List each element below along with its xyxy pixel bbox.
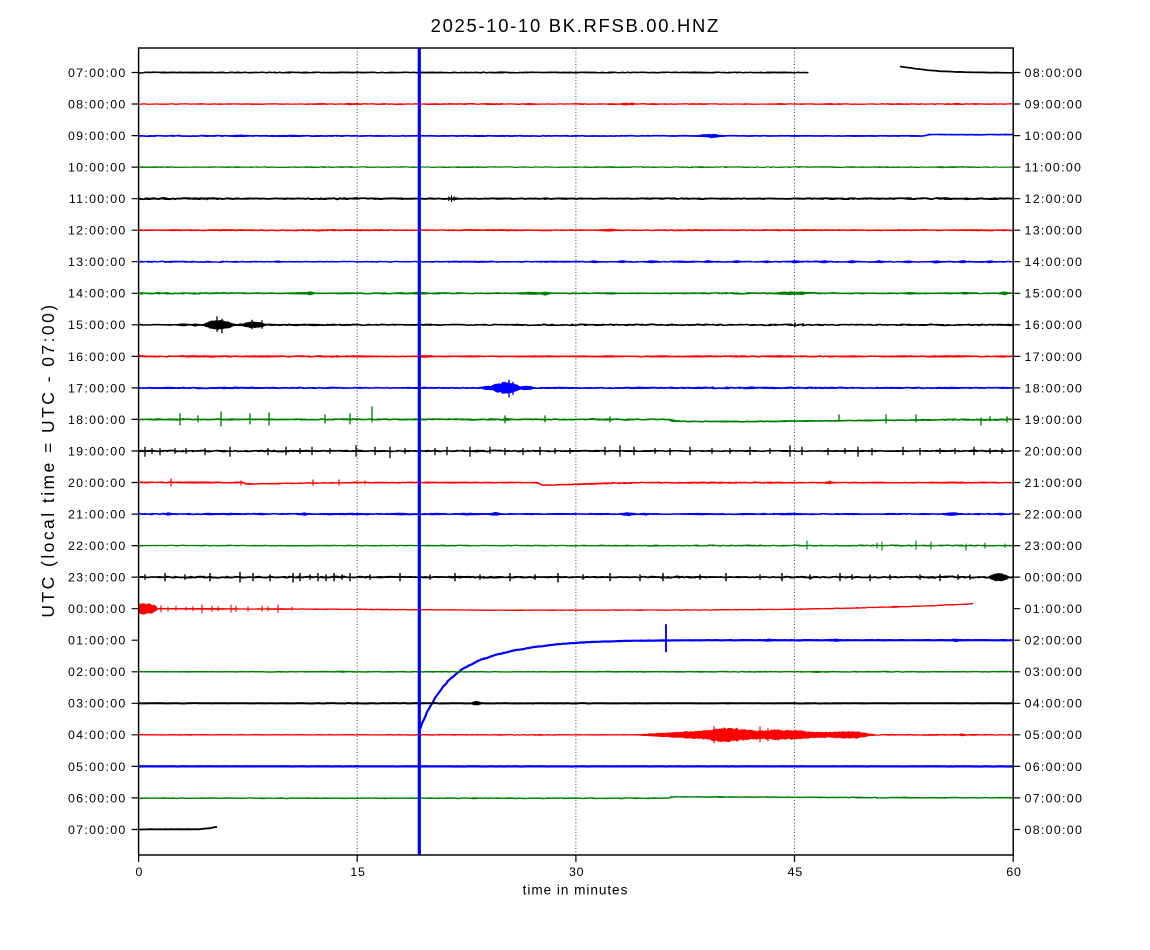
svg-text:08:00:00: 08:00:00 <box>1025 66 1084 80</box>
svg-text:13:00:00: 13:00:00 <box>68 255 127 269</box>
svg-text:16:00:00: 16:00:00 <box>68 350 127 364</box>
svg-text:23:00:00: 23:00:00 <box>68 571 127 585</box>
svg-text:05:00:00: 05:00:00 <box>68 760 127 774</box>
svg-text:15: 15 <box>350 865 365 879</box>
svg-text:60: 60 <box>1006 865 1021 879</box>
svg-text:05:00:00: 05:00:00 <box>1025 728 1084 742</box>
svg-text:15:00:00: 15:00:00 <box>68 318 127 332</box>
svg-text:20:00:00: 20:00:00 <box>1025 444 1084 458</box>
svg-text:11:00:00: 11:00:00 <box>69 192 127 206</box>
svg-text:20:00:00: 20:00:00 <box>68 476 127 490</box>
svg-text:2025-10-10 BK.RFSB.00.HNZ: 2025-10-10 BK.RFSB.00.HNZ <box>431 15 720 36</box>
svg-text:09:00:00: 09:00:00 <box>68 129 127 143</box>
svg-text:09:00:00: 09:00:00 <box>1025 97 1084 111</box>
svg-text:17:00:00: 17:00:00 <box>1025 350 1084 364</box>
svg-text:02:00:00: 02:00:00 <box>1025 634 1084 648</box>
svg-text:00:00:00: 00:00:00 <box>68 602 127 616</box>
svg-text:18:00:00: 18:00:00 <box>68 413 127 427</box>
svg-text:14:00:00: 14:00:00 <box>68 287 127 301</box>
svg-text:07:00:00: 07:00:00 <box>68 66 127 80</box>
svg-text:18:00:00: 18:00:00 <box>1025 381 1084 395</box>
svg-text:03:00:00: 03:00:00 <box>68 697 127 711</box>
svg-text:07:00:00: 07:00:00 <box>68 823 127 837</box>
svg-text:07:00:00: 07:00:00 <box>1025 791 1084 805</box>
svg-text:21:00:00: 21:00:00 <box>68 507 127 521</box>
svg-text:01:00:00: 01:00:00 <box>1025 602 1084 616</box>
svg-text:08:00:00: 08:00:00 <box>68 97 127 111</box>
svg-text:11:00:00: 11:00:00 <box>1025 161 1083 175</box>
svg-text:21:00:00: 21:00:00 <box>1025 476 1084 490</box>
svg-text:04:00:00: 04:00:00 <box>1025 697 1084 711</box>
svg-text:06:00:00: 06:00:00 <box>1025 760 1084 774</box>
svg-text:45: 45 <box>788 865 803 879</box>
svg-text:19:00:00: 19:00:00 <box>1025 413 1084 427</box>
svg-text:13:00:00: 13:00:00 <box>1025 224 1084 238</box>
svg-text:UTC (local time = UTC - 07:00): UTC (local time = UTC - 07:00) <box>38 302 58 617</box>
svg-text:time in minutes: time in minutes <box>523 882 629 897</box>
svg-text:16:00:00: 16:00:00 <box>1025 318 1084 332</box>
svg-text:15:00:00: 15:00:00 <box>1025 287 1084 301</box>
svg-text:23:00:00: 23:00:00 <box>1025 539 1084 553</box>
svg-text:17:00:00: 17:00:00 <box>68 381 127 395</box>
svg-text:08:00:00: 08:00:00 <box>1025 823 1084 837</box>
svg-text:06:00:00: 06:00:00 <box>68 791 127 805</box>
svg-text:30: 30 <box>569 865 584 879</box>
svg-text:12:00:00: 12:00:00 <box>68 224 127 238</box>
svg-text:02:00:00: 02:00:00 <box>68 665 127 679</box>
svg-text:10:00:00: 10:00:00 <box>68 161 127 175</box>
svg-text:14:00:00: 14:00:00 <box>1025 255 1084 269</box>
svg-text:19:00:00: 19:00:00 <box>68 444 127 458</box>
svg-text:04:00:00: 04:00:00 <box>68 728 127 742</box>
svg-text:10:00:00: 10:00:00 <box>1025 129 1084 143</box>
svg-text:03:00:00: 03:00:00 <box>1025 665 1084 679</box>
svg-text:12:00:00: 12:00:00 <box>1025 192 1084 206</box>
svg-text:22:00:00: 22:00:00 <box>68 539 127 553</box>
svg-text:22:00:00: 22:00:00 <box>1025 507 1084 521</box>
svg-text:0: 0 <box>136 865 144 879</box>
svg-text:01:00:00: 01:00:00 <box>68 634 127 648</box>
svg-text:00:00:00: 00:00:00 <box>1025 571 1084 585</box>
